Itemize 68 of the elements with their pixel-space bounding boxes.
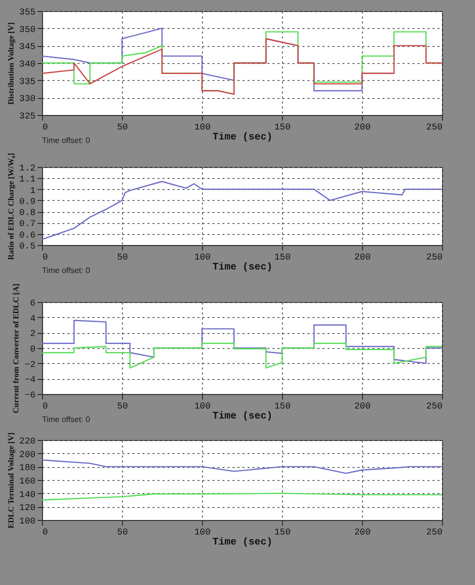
x-tick-label: 50 <box>117 122 128 132</box>
y-axis-title: Distribution Voltage [V] <box>6 22 16 105</box>
x-tick-label: 50 <box>117 402 128 412</box>
y-tick-label: −6 <box>24 390 36 400</box>
x-tick-label: 50 <box>117 252 128 262</box>
y-tick-label: 100 <box>19 516 36 526</box>
x-tick-label: 200 <box>354 122 371 132</box>
y-axis-title: EDLC Terminal Voltage [V] <box>6 432 16 528</box>
x-tick-label: 100 <box>194 402 211 412</box>
y-tick-label: 0.7 <box>19 219 36 230</box>
y-tick-label: 1.2 <box>19 164 36 174</box>
x-tick-label: 150 <box>274 122 291 132</box>
x-tick-label: 250 <box>426 402 442 412</box>
x-tick-label: 150 <box>274 252 291 262</box>
y-tick-label: 350 <box>19 24 36 35</box>
line-series <box>42 342 442 369</box>
x-axis-title: Time (sec) <box>212 536 273 548</box>
x-tick-label: 0 <box>42 402 48 412</box>
y-tick-label: 4 <box>30 314 36 324</box>
y-axis-title: Current from Converter of EDLC [A] <box>12 283 21 414</box>
line-series <box>42 459 442 474</box>
x-tick-label: 0 <box>42 122 48 132</box>
text: Time offset: 0 <box>42 415 91 424</box>
x-axis-title: Time (sec) <box>212 262 273 274</box>
x-tick-label: 0 <box>42 528 48 538</box>
y-tick-label: 0.5 <box>19 242 36 252</box>
x-tick-label: 250 <box>426 122 442 132</box>
y-tick-label: −2 <box>24 360 36 370</box>
text: Time offset: 0 <box>42 136 91 145</box>
y-tick-label: 0 <box>30 344 36 354</box>
x-tick-label: 200 <box>354 252 371 262</box>
y-tick-label: 345 <box>19 42 36 52</box>
x-tick-label: 0 <box>42 252 48 262</box>
y-tick-label: 0.8 <box>19 208 36 218</box>
x-tick-label: 250 <box>426 528 442 538</box>
x-tick-label: 100 <box>194 528 211 538</box>
y-tick-label: 220 <box>19 436 36 446</box>
y-tick-label: 335 <box>19 76 36 87</box>
y-tick-label: 355 <box>19 8 36 18</box>
text: Time offset: 0 <box>42 266 91 275</box>
x-tick-label: 200 <box>354 528 371 538</box>
line-series <box>42 492 442 501</box>
x-tick-label: 100 <box>194 122 211 132</box>
x-tick-label: 200 <box>354 402 371 412</box>
y-tick-label: 0.6 <box>19 230 36 240</box>
y-tick-label: 6 <box>30 298 36 308</box>
y-tick-label: 1 <box>30 186 36 196</box>
y-tick-label: 180 <box>19 463 36 474</box>
y-tick-label: 140 <box>19 490 36 500</box>
x-tick-label: 150 <box>274 402 291 412</box>
y-tick-label: 325 <box>19 112 36 122</box>
y-tick-label: 340 <box>19 60 36 70</box>
y-tick-label: 160 <box>19 476 36 486</box>
y-tick-label: 200 <box>19 450 36 460</box>
x-axis-title: Time (sec) <box>212 132 273 144</box>
y-tick-label: −4 <box>24 375 36 386</box>
y-tick-label: 120 <box>19 503 36 514</box>
x-tick-label: 250 <box>426 252 442 262</box>
x-tick-label: 50 <box>117 528 128 538</box>
y-tick-label: 1.1 <box>19 174 36 185</box>
y-tick-label: 330 <box>19 94 36 104</box>
y-tick-label: 0.9 <box>19 196 36 207</box>
x-tick-label: 150 <box>274 528 291 538</box>
y-axis-title: Ratio of EDLC Charge [W/W₀] <box>6 152 16 260</box>
y-tick-label: 2 <box>30 329 36 340</box>
x-tick-label: 100 <box>194 252 211 262</box>
line-series <box>42 180 442 240</box>
x-axis-title: Time (sec) <box>212 410 273 422</box>
